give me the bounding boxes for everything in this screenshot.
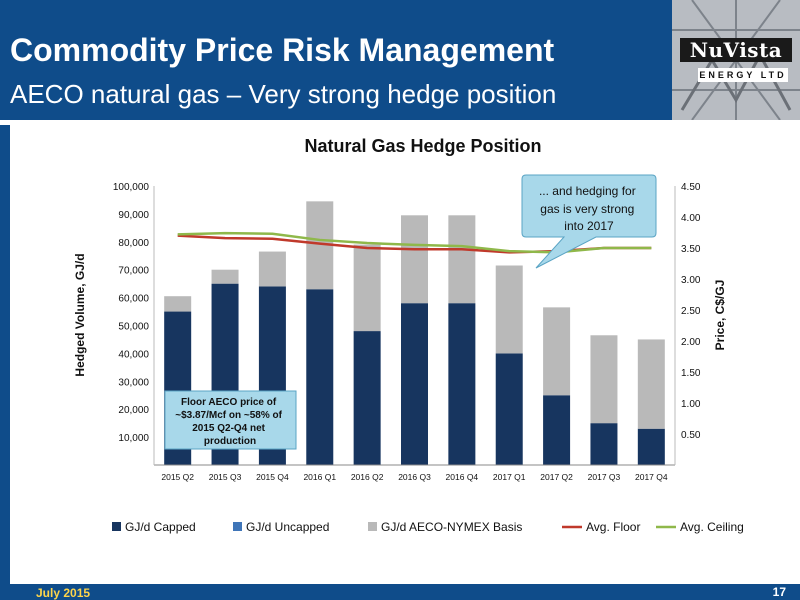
x-tick-label: 2015 Q4 bbox=[256, 472, 289, 482]
left-accent-bar bbox=[0, 125, 10, 585]
y-axis-label: Hedged Volume, GJ/d bbox=[73, 253, 87, 376]
y2-tick-label: 1.50 bbox=[681, 368, 701, 379]
bar-gj-d-aeco-nymex-basis bbox=[211, 269, 239, 284]
y-tick-label: 40,000 bbox=[118, 349, 149, 360]
bar-gj-d-capped bbox=[306, 289, 334, 465]
chart-panel: Natural Gas Hedge Position 10,000 20,000 3… bbox=[16, 125, 792, 581]
x-tick-label: 2017 Q4 bbox=[635, 472, 668, 482]
y2-tick-label: 3.00 bbox=[681, 275, 701, 286]
footer-bar: July 2015 17 bbox=[0, 584, 800, 600]
callout-text: ... and hedging for gas is very strong i… bbox=[539, 184, 639, 233]
x-tick-label: 2015 Q2 bbox=[161, 472, 194, 482]
legend-label-avg-ceiling: Avg. Ceiling bbox=[680, 520, 744, 534]
bar-gj-d-capped bbox=[448, 303, 476, 465]
y2-tick-label: 4.50 bbox=[681, 182, 701, 193]
bar-gj-d-aeco-nymex-basis bbox=[353, 244, 381, 332]
y-tick-label: 100,000 bbox=[113, 182, 150, 193]
bar-gj-d-capped bbox=[637, 428, 665, 465]
page-title: Commodity Price Risk Management bbox=[10, 32, 555, 68]
header-bar: Commodity Price Risk Management AECO nat… bbox=[0, 0, 672, 120]
chart-legend: GJ/d Capped GJ/d Uncapped GJ/d AECO-NYMEX … bbox=[112, 520, 744, 534]
y-tick-label: 30,000 bbox=[118, 377, 149, 388]
bar-gj-d-capped bbox=[590, 423, 618, 465]
footer-date: July 2015 bbox=[36, 586, 91, 600]
bar-gj-d-capped bbox=[543, 395, 571, 465]
legend-swatch-gj-d-uncapped bbox=[233, 522, 242, 531]
y-tick-label: 20,000 bbox=[118, 405, 149, 416]
floor-note-text: Floor AECO price of ~$3.87/Mcf on ~58% o… bbox=[175, 397, 285, 447]
line-avg-ceiling bbox=[177, 231, 652, 254]
bar-gj-d-aeco-nymex-basis bbox=[637, 339, 665, 429]
y2-tick-label: 2.50 bbox=[681, 306, 701, 317]
bar-gj-d-aeco-nymex-basis bbox=[258, 251, 286, 287]
y-tick-label: 50,000 bbox=[118, 322, 149, 333]
logo-subtext: ENERGY LTD bbox=[698, 68, 788, 82]
bar-gj-d-capped bbox=[353, 331, 381, 465]
y-tick-label: 60,000 bbox=[118, 294, 149, 305]
page-subtitle: AECO natural gas – Very strong hedge pos… bbox=[10, 79, 557, 109]
x-tick-label: 2016 Q2 bbox=[351, 472, 384, 482]
hedge-position-chart: Natural Gas Hedge Position 10,000 20,000 3… bbox=[73, 136, 744, 534]
legend-swatch-gj-d-capped bbox=[112, 522, 121, 531]
x-tick-label: 2017 Q2 bbox=[540, 472, 573, 482]
floor-note-shape bbox=[164, 390, 297, 450]
bar-gj-d-aeco-nymex-basis bbox=[495, 265, 523, 354]
x-tick-label: 2016 Q1 bbox=[303, 472, 336, 482]
legend-swatch-gj-d-aeco-nymex-basis bbox=[368, 522, 377, 531]
x-tick-label: 2016 Q4 bbox=[446, 472, 479, 482]
x-tick-label: 2015 Q3 bbox=[209, 472, 242, 482]
bar-gj-d-aeco-nymex-basis bbox=[401, 215, 428, 304]
y-tick-label: 80,000 bbox=[118, 238, 149, 249]
callout-shape bbox=[521, 174, 657, 269]
callout-bubble: ... and hedging for gas is very strong i… bbox=[521, 174, 657, 269]
bar-gj-d-capped bbox=[401, 303, 428, 465]
bar-gj-d-aeco-nymex-basis bbox=[543, 307, 571, 396]
bar-gj-d-aeco-nymex-basis bbox=[164, 296, 192, 312]
legend-label-avg-floor: Avg. Floor bbox=[586, 520, 640, 534]
page-number: 17 bbox=[772, 585, 786, 599]
bar-gj-d-capped bbox=[495, 353, 523, 465]
logo-wordmark: NuVista bbox=[680, 38, 792, 62]
bar-gj-d-aeco-nymex-basis bbox=[448, 215, 476, 304]
y2-tick-label: 0.50 bbox=[681, 430, 701, 441]
y2-tick-label: 2.00 bbox=[681, 337, 701, 348]
legend-label-gj-d-capped: GJ/d Capped bbox=[125, 520, 196, 534]
y2-tick-label: 4.00 bbox=[681, 213, 701, 224]
company-logo: NuVista ENERGY LTD bbox=[672, 0, 800, 120]
y-tick-label: 10,000 bbox=[118, 433, 149, 444]
legend-label-gj-d-uncapped: GJ/d Uncapped bbox=[246, 520, 329, 534]
y-tick-label: 70,000 bbox=[118, 266, 149, 277]
y2-tick-label: 3.50 bbox=[681, 244, 701, 255]
y2-axis-label: Price, C$/GJ bbox=[713, 280, 727, 351]
floor-note-box: Floor AECO price of ~$3.87/Mcf on ~58% o… bbox=[164, 390, 297, 450]
y2-tick-label: 1.00 bbox=[681, 399, 701, 410]
bar-gj-d-aeco-nymex-basis bbox=[590, 335, 618, 424]
x-tick-label: 2017 Q1 bbox=[493, 472, 526, 482]
x-tick-label: 2017 Q3 bbox=[588, 472, 621, 482]
x-tick-label: 2016 Q3 bbox=[398, 472, 431, 482]
legend-label-gj-d-aeco-nymex-basis: GJ/d AECO-NYMEX Basis bbox=[381, 520, 522, 534]
y-tick-label: 90,000 bbox=[118, 210, 149, 221]
chart-title: Natural Gas Hedge Position bbox=[304, 136, 541, 156]
